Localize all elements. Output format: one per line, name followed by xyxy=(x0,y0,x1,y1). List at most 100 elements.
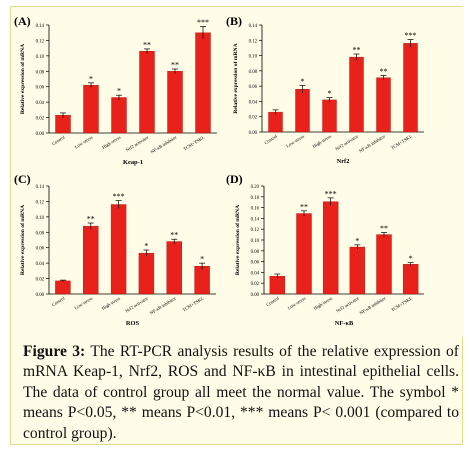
significance-label: * xyxy=(200,255,204,264)
y-tick-label: 0.00 xyxy=(36,293,45,298)
significance-label: * xyxy=(144,242,148,251)
significance-label: ** xyxy=(87,215,95,224)
y-tick-label: 0.12 xyxy=(251,228,260,233)
category-label: Low-stress xyxy=(74,135,94,150)
category-label: TCM+TSKL xyxy=(183,135,206,152)
y-tick-label: 0.14 xyxy=(251,217,260,222)
category-label: Nrf2 activator xyxy=(334,133,359,151)
bar xyxy=(83,225,99,295)
category-label: Control xyxy=(51,295,66,307)
panel-label: (B) xyxy=(226,14,242,28)
y-tick-label: 0.12 xyxy=(249,39,258,44)
significance-label: *** xyxy=(197,18,209,27)
bar xyxy=(55,115,71,134)
significance-label: * xyxy=(301,77,305,86)
y-tick-label: 0.00 xyxy=(251,293,260,298)
category-label: Low-stress xyxy=(287,296,307,311)
category-label: Control xyxy=(263,133,278,145)
y-tick-label: 0.12 xyxy=(36,200,45,205)
y-axis-label: Relative expression of mRNA xyxy=(235,205,241,275)
y-tick-label: 0.08 xyxy=(36,231,45,236)
y-tick-label: 0.20 xyxy=(251,185,260,190)
bar xyxy=(403,43,418,133)
bar xyxy=(83,84,99,134)
category-label: Low-stress xyxy=(74,296,94,311)
significance-label: ** xyxy=(143,40,151,49)
x-axis-label: Nrf2 xyxy=(337,158,350,165)
y-tick-label: 0.08 xyxy=(36,70,45,75)
y-tick-label: 0.06 xyxy=(251,261,260,266)
y-tick-label: 0.18 xyxy=(251,196,260,201)
y-tick-label: 0.04 xyxy=(36,101,45,106)
significance-label: ** xyxy=(300,202,308,211)
panel-label: (A) xyxy=(14,14,31,28)
significance-label: ** xyxy=(171,60,179,69)
bar xyxy=(349,56,364,133)
chart-panel-3: (C) 0.00 0.02 0.04 0.06 0.08 0.10 0.12 0.14 Relat… xyxy=(14,172,216,327)
bar xyxy=(111,97,127,134)
category-label: TCM+TSKL xyxy=(390,296,413,313)
bar xyxy=(110,204,127,295)
y-tick-label: 0.02 xyxy=(251,282,260,287)
bar xyxy=(166,241,182,295)
category-label: High-stress xyxy=(313,296,334,311)
significance-label: * xyxy=(328,89,332,98)
y-tick-label: 0.10 xyxy=(36,55,45,60)
category-label: High-stress xyxy=(101,296,122,311)
significance-label: * xyxy=(117,87,121,96)
y-tick-label: 0.16 xyxy=(251,207,260,212)
chart-panel-4: (D) 0.00 0.02 0.04 0.06 0.08 0.10 0.12 0.14 0.16 0… xyxy=(226,172,424,327)
category-label: NF-κB inhibitor xyxy=(358,133,386,153)
panel-label: (C) xyxy=(14,172,31,186)
figure: (A) 0.00 0.02 0.04 0.06 0.08 0.10 0.12 0.14 Relat… xyxy=(10,6,464,445)
bar xyxy=(138,252,155,295)
y-tick-label: 0.04 xyxy=(251,271,260,276)
bar xyxy=(322,99,337,133)
category-label: Low-stress xyxy=(285,134,305,149)
y-tick-label: 0.00 xyxy=(36,132,45,137)
y-tick-label: 0.02 xyxy=(36,117,45,122)
bar xyxy=(376,234,392,295)
x-axis-label: Keap-1 xyxy=(123,159,143,166)
category-label: NF-κB inhibitor xyxy=(150,134,178,154)
y-tick-label: 0.10 xyxy=(251,239,260,244)
chart-panel-1: (A) 0.00 0.02 0.04 0.06 0.08 0.10 0.12 0.14 Relat… xyxy=(14,14,217,166)
bar xyxy=(295,88,310,133)
y-tick-label: 0.00 xyxy=(249,131,258,136)
category-label: TCM+TSKL xyxy=(390,134,413,151)
bar xyxy=(195,32,211,134)
category-label: Nrf2 activator xyxy=(124,295,149,313)
bar xyxy=(139,51,155,134)
category-label: Nrf2 activator xyxy=(335,295,360,313)
figure-caption: Figure 3: The RT-PCR analysis results of… xyxy=(23,342,459,444)
chart-panel-2: (B) 0.00 0.02 0.04 0.06 0.08 0.10 0.12 0.14 Relat… xyxy=(226,14,424,165)
y-tick-label: 0.12 xyxy=(36,39,45,44)
y-tick-label: 0.14 xyxy=(36,24,45,29)
y-axis-label: Relative expression of mRNA xyxy=(20,44,26,114)
bar xyxy=(296,213,312,295)
bar xyxy=(55,280,71,295)
bar xyxy=(376,77,391,133)
y-axis-label: Relative expression of mRNA xyxy=(233,43,239,113)
significance-label: ** xyxy=(170,231,178,240)
y-tick-label: 0.10 xyxy=(36,216,45,221)
bar xyxy=(167,71,183,134)
significance-label: ** xyxy=(353,46,361,55)
y-tick-label: 0.10 xyxy=(249,55,258,60)
category-label: Control xyxy=(265,295,280,307)
category-label: High-stress xyxy=(312,134,333,149)
significance-label: * xyxy=(409,254,413,263)
y-tick-label: 0.02 xyxy=(36,278,45,283)
significance-label: * xyxy=(89,74,93,83)
bar xyxy=(349,246,366,295)
y-tick-label: 0.02 xyxy=(249,116,258,121)
category-label: NF-κB inhibitor xyxy=(149,295,177,315)
y-tick-label: 0.06 xyxy=(249,85,258,90)
x-axis-label: NF-κB xyxy=(335,320,354,327)
significance-label: *** xyxy=(325,189,337,198)
y-axis-label: Relative expression of mRNA xyxy=(20,205,26,275)
caption-label: Figure 3: xyxy=(23,343,86,360)
y-tick-label: 0.04 xyxy=(36,262,45,267)
y-tick-label: 0.08 xyxy=(249,70,258,75)
bar xyxy=(402,264,419,295)
